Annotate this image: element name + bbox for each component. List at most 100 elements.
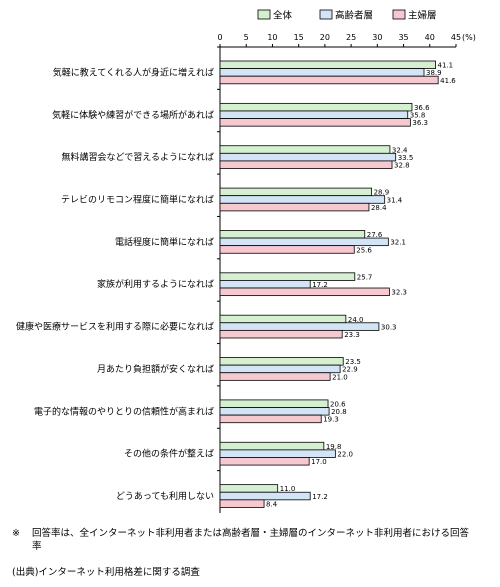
legend-swatch-1 (319, 9, 333, 20)
x-tick-label-25: 25 (346, 33, 356, 42)
bar-3-1 (219, 195, 386, 204)
legend-label-2: 主婦層 (408, 10, 437, 22)
bar-8-0 (219, 399, 329, 408)
bar-0-0 (219, 60, 436, 69)
bar-9-2 (219, 457, 310, 466)
unit-label: (%) (462, 33, 476, 42)
x-tick-label-45: 45 (451, 33, 461, 42)
bar-0-2 (219, 75, 439, 85)
bar-value-6-2: 23.3 (344, 331, 360, 339)
bar-6-0 (219, 314, 347, 324)
x-tick-label-10: 10 (267, 33, 277, 42)
category-label-6: 健康や医療サービスを利用する際に必要になれば (16, 321, 214, 333)
bar-value-4-1: 32.1 (390, 239, 406, 247)
bar-value-9-0: 19.8 (326, 443, 342, 451)
bar-5-2 (219, 287, 390, 297)
legend-label-0: 全体 (273, 10, 293, 22)
bar-4-0 (219, 230, 366, 239)
bar-value-3-1: 31.4 (387, 196, 403, 204)
bar-4-2 (219, 245, 355, 254)
bar-value-1-0: 36.6 (414, 104, 430, 112)
bar-3-0 (219, 187, 372, 197)
bar-5-0 (219, 272, 356, 281)
bar-10-0 (219, 484, 279, 493)
bar-4-1 (219, 237, 389, 247)
bar-value-5-1: 17.2 (312, 281, 328, 289)
bar-value-10-0: 11.0 (280, 485, 296, 493)
bar-value-10-1: 17.2 (312, 493, 328, 501)
bar-value-4-0: 27.6 (367, 231, 383, 239)
bar-value-1-1: 35.8 (410, 112, 426, 120)
bar-2-2 (219, 160, 393, 169)
legend-swatch-2 (392, 9, 406, 20)
x-tick-label-0: 0 (217, 33, 222, 42)
bar-10-1 (219, 491, 311, 501)
x-axis-ticks: 0 5 10 15 20 25 30 35 40 45 (217, 33, 461, 47)
category-label-0: 気軽に教えてくれる人が身近に増えれば (53, 66, 214, 78)
category-label-9: その他の条件が整えば (124, 448, 214, 460)
category-label-2: 無料講習会などで習えるようになれば (61, 151, 214, 163)
bar-value-3-0: 28.9 (374, 189, 390, 197)
bar-6-2 (219, 329, 343, 339)
bar-value-8-0: 20.6 (330, 401, 346, 409)
x-tick-label-30: 30 (372, 33, 382, 42)
bar-value-7-0: 23.5 (345, 358, 361, 366)
bar-value-6-0: 24.0 (348, 316, 364, 324)
bar-value-0-0: 41.1 (438, 62, 454, 70)
bar-10-2 (219, 499, 265, 508)
bar-3-2 (219, 202, 370, 212)
bar-value-3-2: 28.4 (371, 204, 387, 212)
note-text: 回答率は、全インターネット非利用者または高齢者層・主婦層のインターネット非利用者… (32, 528, 470, 552)
bar-value-8-2: 19.3 (323, 416, 339, 424)
category-label-7: 月あたり負担額が安くなれば (97, 363, 214, 375)
bar-value-0-2: 41.6 (440, 77, 456, 85)
category-label-5: 家族が利用するようになれば (97, 278, 214, 290)
bar-value-1-2: 36.3 (412, 119, 428, 127)
bar-6-1 (219, 322, 380, 331)
bar-5-1 (219, 280, 311, 289)
legend-swatch-0 (257, 9, 271, 20)
bar-7-2 (219, 372, 331, 381)
bar-value-8-1: 20.8 (331, 408, 347, 416)
bar-value-5-2: 32.3 (391, 289, 407, 297)
bar-value-10-2: 8.4 (266, 500, 278, 508)
bar-value-5-0: 25.7 (357, 273, 373, 281)
bar-value-0-1: 38.9 (426, 69, 442, 77)
bar-chart: 全体 高齢者層 主婦層 0 5 10 15 20 25 30 35 40 45 (%) 41.138.… (16, 9, 476, 513)
bar-value-2-2: 32.8 (394, 162, 410, 170)
bar-value-2-0: 32.4 (392, 146, 408, 154)
bar-value-9-2: 17.0 (311, 458, 327, 466)
bar-1-0 (219, 102, 413, 112)
category-label-10: どうあっても利用しない (116, 490, 214, 502)
category-labels: 気軽に教えてくれる人が身近に増えれば気軽に体験や練習ができる場所があれば無料講習… (16, 66, 214, 502)
category-label-1: 気軽に体験や練習ができる場所があれば (52, 109, 214, 121)
bar-value-7-2: 21.0 (332, 373, 348, 381)
bar-9-1 (219, 449, 336, 458)
bar-8-2 (219, 414, 322, 424)
bar-value-9-1: 22.0 (337, 450, 353, 458)
bar-8-1 (219, 407, 330, 416)
bar-2-1 (219, 152, 397, 162)
x-tick-label-40: 40 (425, 33, 435, 42)
bar-0-1 (219, 68, 425, 77)
bar-1-1 (219, 110, 409, 119)
bar-9-0 (219, 441, 325, 451)
legend-label-1: 高齢者層 (335, 10, 373, 22)
bar-value-4-2: 25.6 (356, 246, 372, 254)
source-credit: (出典)インターネット利用格差に関する調査 (12, 567, 200, 578)
bar-value-2-1: 33.5 (398, 154, 414, 162)
bar-2-0 (219, 145, 391, 154)
bar-value-6-1: 30.3 (381, 323, 397, 331)
category-label-8: 電子的な情報のやりとりの信頼性が高まれば (34, 405, 214, 417)
category-label-3: テレビのリモコン程度に簡単になれば (61, 193, 214, 205)
x-tick-label-35: 35 (398, 33, 408, 42)
x-tick-label-15: 15 (294, 33, 304, 42)
bar-value-7-1: 22.9 (342, 366, 358, 374)
note-mark: ※ (12, 528, 20, 539)
axis-unit: (%) (462, 33, 476, 42)
bar-1-2 (219, 118, 411, 127)
x-tick-label-20: 20 (320, 33, 330, 42)
bar-7-0 (219, 357, 344, 366)
bars: 41.138.941.6 36.635.836.3 32.433.532.8 28.9… (217, 46, 456, 508)
legend: 全体 高齢者層 主婦層 (257, 9, 437, 22)
